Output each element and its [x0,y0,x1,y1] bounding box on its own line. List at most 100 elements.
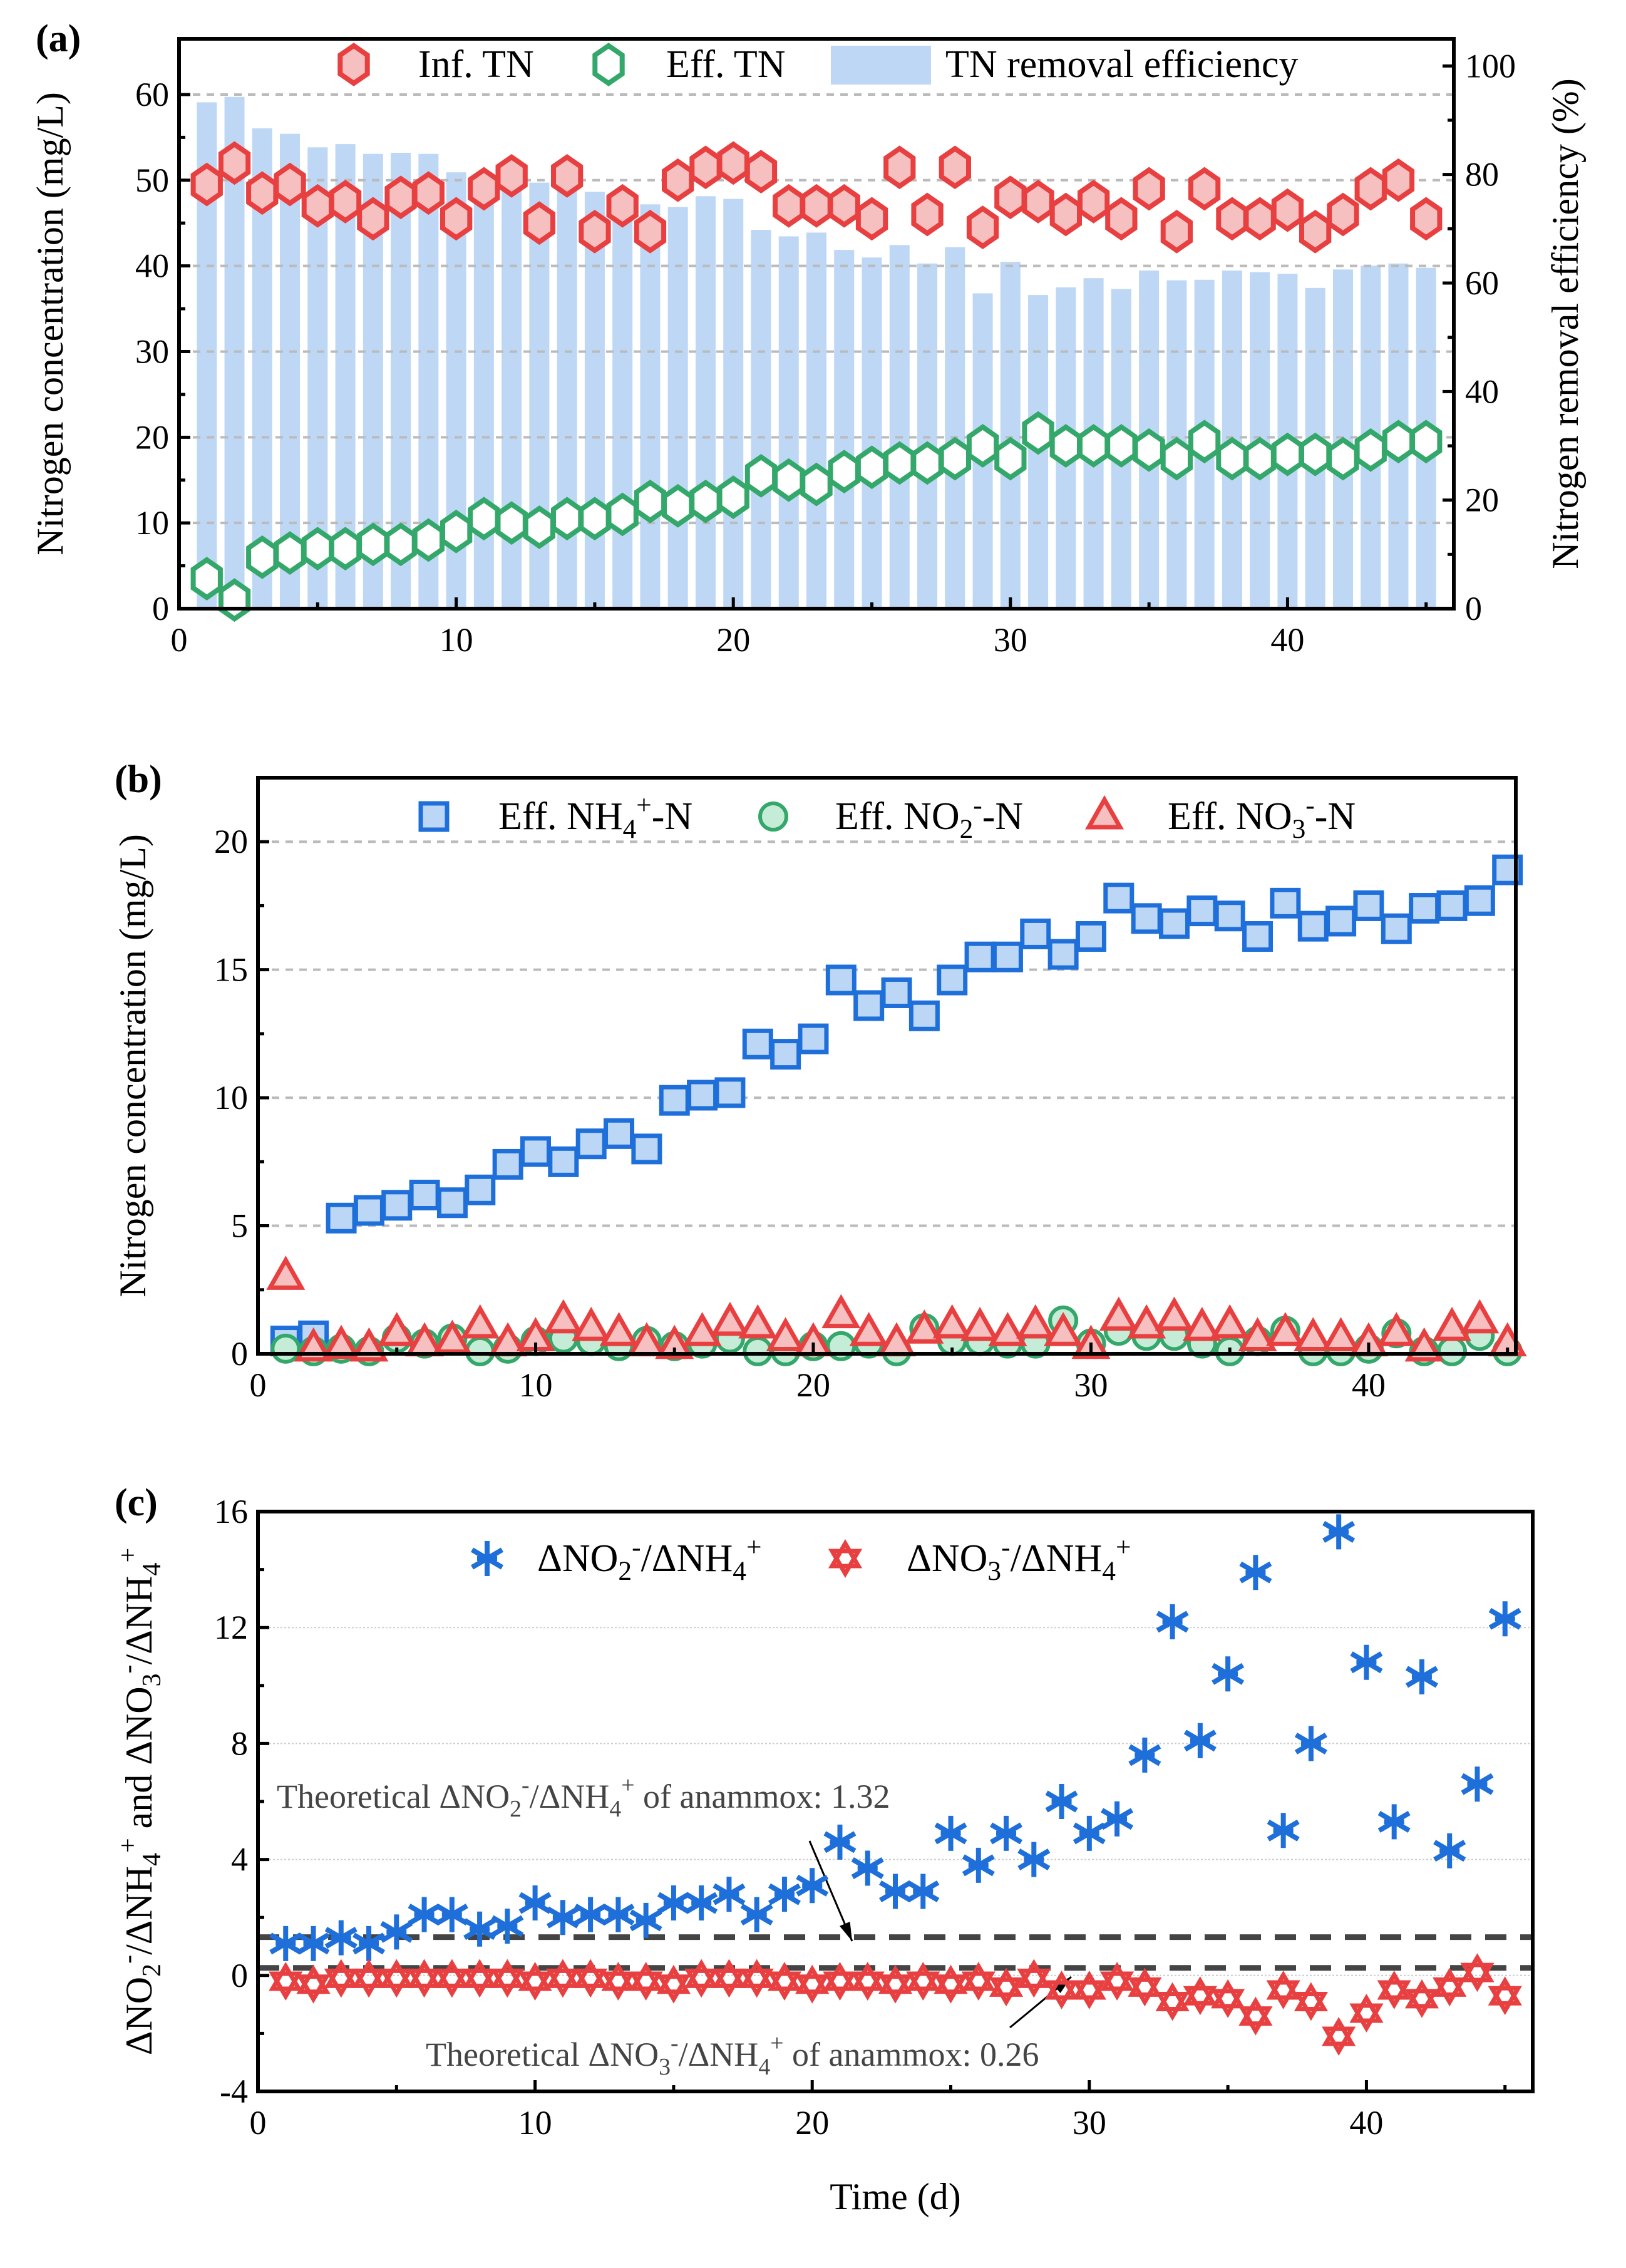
data-point [433,1319,472,1354]
legend-label: TN removal efficiency [945,43,1298,86]
bar [834,250,855,609]
hexagon-shape [551,497,584,541]
data-point [1133,428,1165,472]
triangle-shape [1084,795,1124,830]
hexagon-shape [773,458,805,502]
data-point [606,183,639,228]
data-point [353,1195,384,1226]
hexagram-up [1155,1982,1190,2011]
y-tick-label: -4 [220,2073,248,2110]
data-point [274,162,306,207]
data-point [322,1324,361,1359]
hexagon-shape [855,445,888,490]
data-point [1099,1962,1135,2001]
data-point [773,458,805,502]
hexagram-up [351,1959,386,1988]
triangle-shape [1016,1304,1055,1339]
data-point [939,145,971,190]
data-point [269,1962,303,2001]
square-shape [659,1085,690,1116]
data-point [767,1962,802,2001]
hexagram-up [1377,1971,1411,2000]
hexagram-up [1322,2017,1356,2046]
bar [945,247,965,609]
data-point [687,1080,718,1111]
legend-marker [828,1539,863,1578]
triangle-shape [766,1317,805,1351]
data-point [435,1959,469,1998]
data-point [1078,180,1110,224]
data-point [460,1304,500,1339]
data-point [883,145,916,190]
data-point [1049,424,1082,468]
data-point [905,1309,944,1344]
hexagon-shape [468,167,500,211]
hexagram-down [379,1968,414,1998]
data-point [1297,910,1329,942]
data-point [1488,1976,1522,2016]
square-shape [1075,921,1106,952]
hexagon-shape [1216,197,1248,241]
circle-shape [270,1333,301,1364]
y-tick-label: 20 [135,418,169,456]
triangle-shape [1155,1296,1194,1331]
hexagram-up [1460,1953,1495,1982]
data-point [463,1911,497,1947]
hexagon-shape [689,480,722,523]
hexagram-up [989,1967,1024,1997]
y-tick-label: 10 [135,504,169,542]
triangle-shape [905,1309,944,1344]
data-point [800,183,833,228]
data-point [324,1959,358,1998]
data-point [911,441,944,485]
data-point [714,1077,746,1108]
triangle-shape [266,1255,306,1290]
hexagon-shape [717,141,749,185]
data-point [795,1964,830,2004]
data-point [1432,1307,1472,1341]
hexagram-up [823,1962,857,1991]
hexagon-shape [190,557,223,601]
data-point [1267,1813,1300,1848]
triangle-shape [1321,1317,1361,1351]
hexagram-up [961,1962,996,1991]
data-point [825,964,857,996]
data-point [465,1174,496,1205]
square-shape [742,1028,773,1059]
data-point [662,483,694,528]
data-point [770,1039,801,1070]
data-point [1270,887,1301,919]
bar [612,198,633,609]
x-tick-label: 20 [795,2104,829,2142]
data-point [994,436,1027,481]
data-point [468,497,500,541]
legend-marker [337,43,370,86]
legend-marker [418,801,450,832]
hexagram-up [1128,1967,1162,1997]
legend-label: ΔNO2-/ΔNH4+ [537,1532,761,1586]
hexagon-shape [1078,180,1110,224]
bar [667,207,688,609]
data-point [689,480,722,523]
data-point [964,941,996,972]
data-point [1265,1312,1305,1346]
triangle-shape [1099,1296,1138,1331]
data-point [934,1815,967,1851]
data-point [823,1824,857,1860]
hexagon-shape [468,497,500,541]
hexagram-down [1017,1968,1051,1998]
hexagram-down [296,1974,331,2004]
data-point [1160,210,1193,254]
bar [584,192,605,609]
hexagon-shape [634,480,667,523]
data-point [602,1897,635,1932]
data-point [1243,436,1276,481]
data-point [384,522,417,567]
data-point [828,183,860,228]
x-tick-label: 30 [1074,1366,1108,1404]
square-shape [1353,890,1384,921]
hexagram-up [1044,1971,1079,2000]
data-point [766,1317,805,1351]
data-point [966,424,999,468]
